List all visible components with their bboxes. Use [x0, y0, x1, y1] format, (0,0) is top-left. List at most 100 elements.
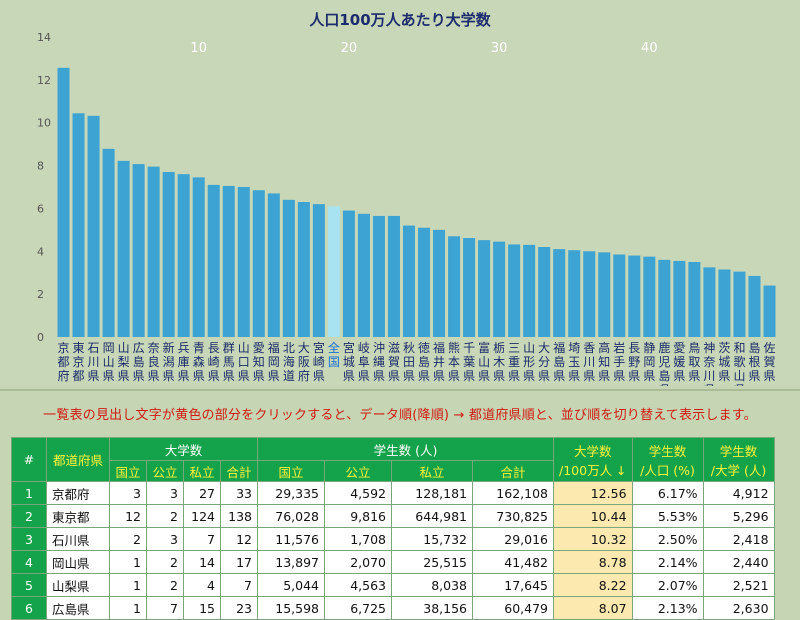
value-cell: 2,070 [324, 550, 392, 574]
category-label: 県 [103, 369, 115, 383]
category-label: 長 [208, 341, 220, 355]
category-label: 県 [88, 369, 100, 383]
category-label: 賀 [388, 355, 400, 369]
prefecture-cell: 京都府 [46, 481, 110, 505]
value-cell: 1 [109, 573, 147, 597]
category-label: 手 [613, 355, 625, 369]
category-label: 阜 [358, 355, 370, 369]
rank-tick-label: 30 [491, 41, 508, 56]
value-cell: 76,028 [257, 504, 325, 528]
category-label: 歌 [733, 354, 745, 369]
category-label: 青 [193, 341, 205, 355]
category-label: 田 [403, 355, 415, 369]
category-label: 愛 [673, 341, 685, 355]
bar [387, 215, 400, 337]
bar [57, 67, 70, 337]
category-label: 県 [613, 369, 625, 383]
category-label: 県 [478, 369, 490, 383]
header-per-university[interactable]: 学生数/大学 (人) [702, 437, 775, 482]
category-label: 県 [343, 369, 355, 383]
subheader-university[interactable]: 合計 [220, 460, 258, 482]
category-label: 県 [643, 369, 655, 383]
category-label: 茨 [718, 341, 730, 355]
category-label: 埼 [568, 341, 580, 355]
rank-cell: 1 [11, 481, 47, 505]
category-label: 県 [523, 369, 535, 383]
subheader-university[interactable]: 私立 [183, 460, 221, 482]
bar [733, 271, 746, 338]
value-cell: 15,732 [391, 527, 473, 551]
rank-cell: 2 [11, 504, 47, 528]
value-cell: 10.44 [553, 504, 633, 528]
bar [763, 285, 776, 338]
category-label: 岩 [613, 340, 625, 355]
category-label: 県 [628, 369, 640, 383]
category-label: 県 [388, 369, 400, 383]
category-label: 県 [748, 369, 760, 383]
bar [207, 184, 220, 337]
category-label: 島 [658, 368, 670, 383]
y-tick-label: 12 [37, 74, 51, 87]
category-label: 海 [283, 354, 295, 369]
header-per-million[interactable]: 大学数/100万人 ↓ [553, 437, 633, 482]
category-label: 沖 [373, 341, 385, 355]
bar [493, 241, 506, 338]
subheader-students[interactable]: 合計 [472, 460, 554, 482]
bar [538, 247, 551, 337]
value-cell: 2.50% [631, 527, 704, 551]
prefecture-cell: 東京都 [46, 504, 110, 528]
category-label: 重 [508, 355, 520, 369]
category-label: 県 [448, 369, 460, 383]
category-label: 福 [553, 340, 565, 355]
value-cell: 9,816 [324, 504, 392, 528]
value-cell: 7 [220, 573, 258, 597]
subheader-university[interactable]: 国立 [109, 460, 147, 482]
rank-cell: 4 [11, 550, 47, 574]
rank-cell: 5 [11, 573, 47, 597]
value-cell: 10.32 [553, 527, 633, 551]
category-label: 県 [313, 369, 325, 383]
y-tick-label: 8 [37, 160, 44, 173]
header-student-ratio[interactable]: 学生数/人口 (%) [631, 437, 704, 482]
category-label: 鹿 [658, 340, 670, 355]
category-label: 島 [553, 354, 565, 369]
value-cell: 2,521 [702, 573, 775, 597]
category-label: 京 [73, 355, 85, 369]
header-prefecture[interactable]: 都道府県 [46, 437, 110, 482]
category-label: 県 [418, 369, 430, 383]
bar [598, 252, 611, 337]
category-label: 県 [763, 369, 775, 383]
subheader-students[interactable]: 公立 [324, 460, 392, 482]
category-label: 広 [133, 341, 145, 355]
category-label: 滋 [388, 341, 400, 355]
category-label: 県 [208, 369, 220, 383]
subheader-students[interactable]: 私立 [391, 460, 473, 482]
value-cell: 1 [109, 550, 147, 574]
bar [688, 262, 701, 337]
category-label: 県 [658, 383, 670, 386]
category-label: 山 [118, 341, 130, 355]
table-row: 4 岡山県 1 2 14 17 13,897 2,070 25,515 41,482 8.78 2.1… [11, 550, 775, 574]
value-cell: 2 [146, 573, 184, 597]
category-label: 東 [73, 341, 85, 355]
bar [342, 210, 355, 338]
category-label: 徳 [418, 340, 430, 355]
subheader-university[interactable]: 公立 [146, 460, 184, 482]
bar [372, 215, 385, 337]
category-label: 県 [733, 383, 745, 386]
rank-tick-label: 40 [641, 41, 658, 56]
y-tick-label: 10 [37, 117, 51, 130]
bar [613, 254, 626, 337]
category-label: 県 [688, 369, 700, 383]
category-label: 岡 [643, 355, 655, 369]
value-cell: 4 [183, 573, 221, 597]
category-label: 川 [583, 355, 595, 369]
category-label: 県 [433, 369, 445, 383]
bar [177, 174, 190, 338]
category-label: 北 [283, 341, 295, 355]
category-label: 県 [493, 369, 505, 383]
subheader-students[interactable]: 国立 [257, 460, 325, 482]
category-label: 神 [703, 341, 715, 355]
category-label: 福 [433, 340, 445, 355]
